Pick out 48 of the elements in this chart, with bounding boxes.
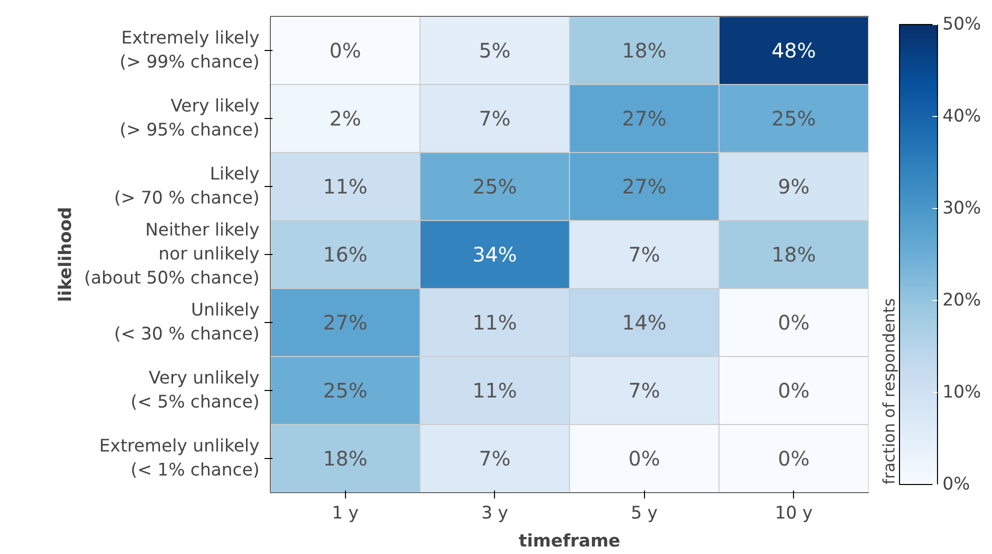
color-bar-title: fraction of respondents [880, 298, 898, 484]
data-label: 25% [772, 106, 816, 130]
data-label: 0% [329, 38, 362, 62]
data-label: 9% [778, 174, 810, 198]
color-bar-label: 10% [942, 382, 982, 402]
data-label: 27% [622, 106, 666, 130]
y-tick-label: Neither likely nor unlikely (about 50% chance) [84, 220, 260, 288]
data-label: 2% [329, 106, 362, 130]
data-label: 0% [778, 310, 810, 334]
data-label: 25% [472, 174, 517, 198]
y-axis-title: likelihood [56, 206, 76, 302]
y-tick-label: Very unlikely (< 5% chance) [130, 368, 260, 412]
data-label: 18% [622, 38, 666, 62]
x-tick-label: 3 y [481, 504, 508, 524]
data-label: 0% [628, 446, 660, 470]
y-tick-label: Extremely unlikely (< 1% chance) [99, 436, 260, 480]
x-tick-label: 5 y [630, 504, 658, 524]
y-tick-label: Unlikely (< 30 % chance) [114, 300, 260, 344]
data-label: 7% [478, 106, 511, 130]
data-label: 7% [628, 378, 660, 402]
data-label: 16% [323, 242, 368, 266]
y-tick-label: Likely (> 70 % chance) [114, 164, 260, 208]
data-label: 25% [323, 378, 368, 402]
color-bar-label: 50% [942, 14, 982, 34]
data-label: 14% [622, 310, 666, 334]
data-label: 11% [472, 310, 517, 334]
data-label: 27% [622, 174, 666, 198]
data-label: 0% [778, 378, 810, 402]
data-label: 34% [472, 242, 517, 266]
data-label: 18% [323, 446, 368, 470]
x-tick-label: 10 y [774, 504, 813, 524]
y-tick-label: Extremely likely (> 99% chance) [120, 28, 260, 72]
x-tick-label: 1 y [332, 504, 359, 524]
data-label: 27% [323, 310, 368, 334]
data-label: 5% [478, 38, 511, 62]
color-bar-label: 30% [942, 198, 982, 218]
x-axis-title: timeframe [518, 532, 620, 552]
data-label: 18% [772, 242, 816, 266]
data-label: 0% [778, 446, 810, 470]
data-label: 48% [772, 38, 816, 62]
color-bar-label: 40% [942, 106, 982, 126]
data-label: 7% [628, 242, 660, 266]
color-bar-label: 0% [942, 474, 970, 494]
y-tick-label: Very likely (> 95% chance) [120, 96, 260, 140]
data-label: 11% [472, 378, 517, 402]
data-label: 7% [478, 446, 511, 470]
data-label: 11% [323, 174, 368, 198]
color-bar-label: 20% [942, 290, 982, 310]
